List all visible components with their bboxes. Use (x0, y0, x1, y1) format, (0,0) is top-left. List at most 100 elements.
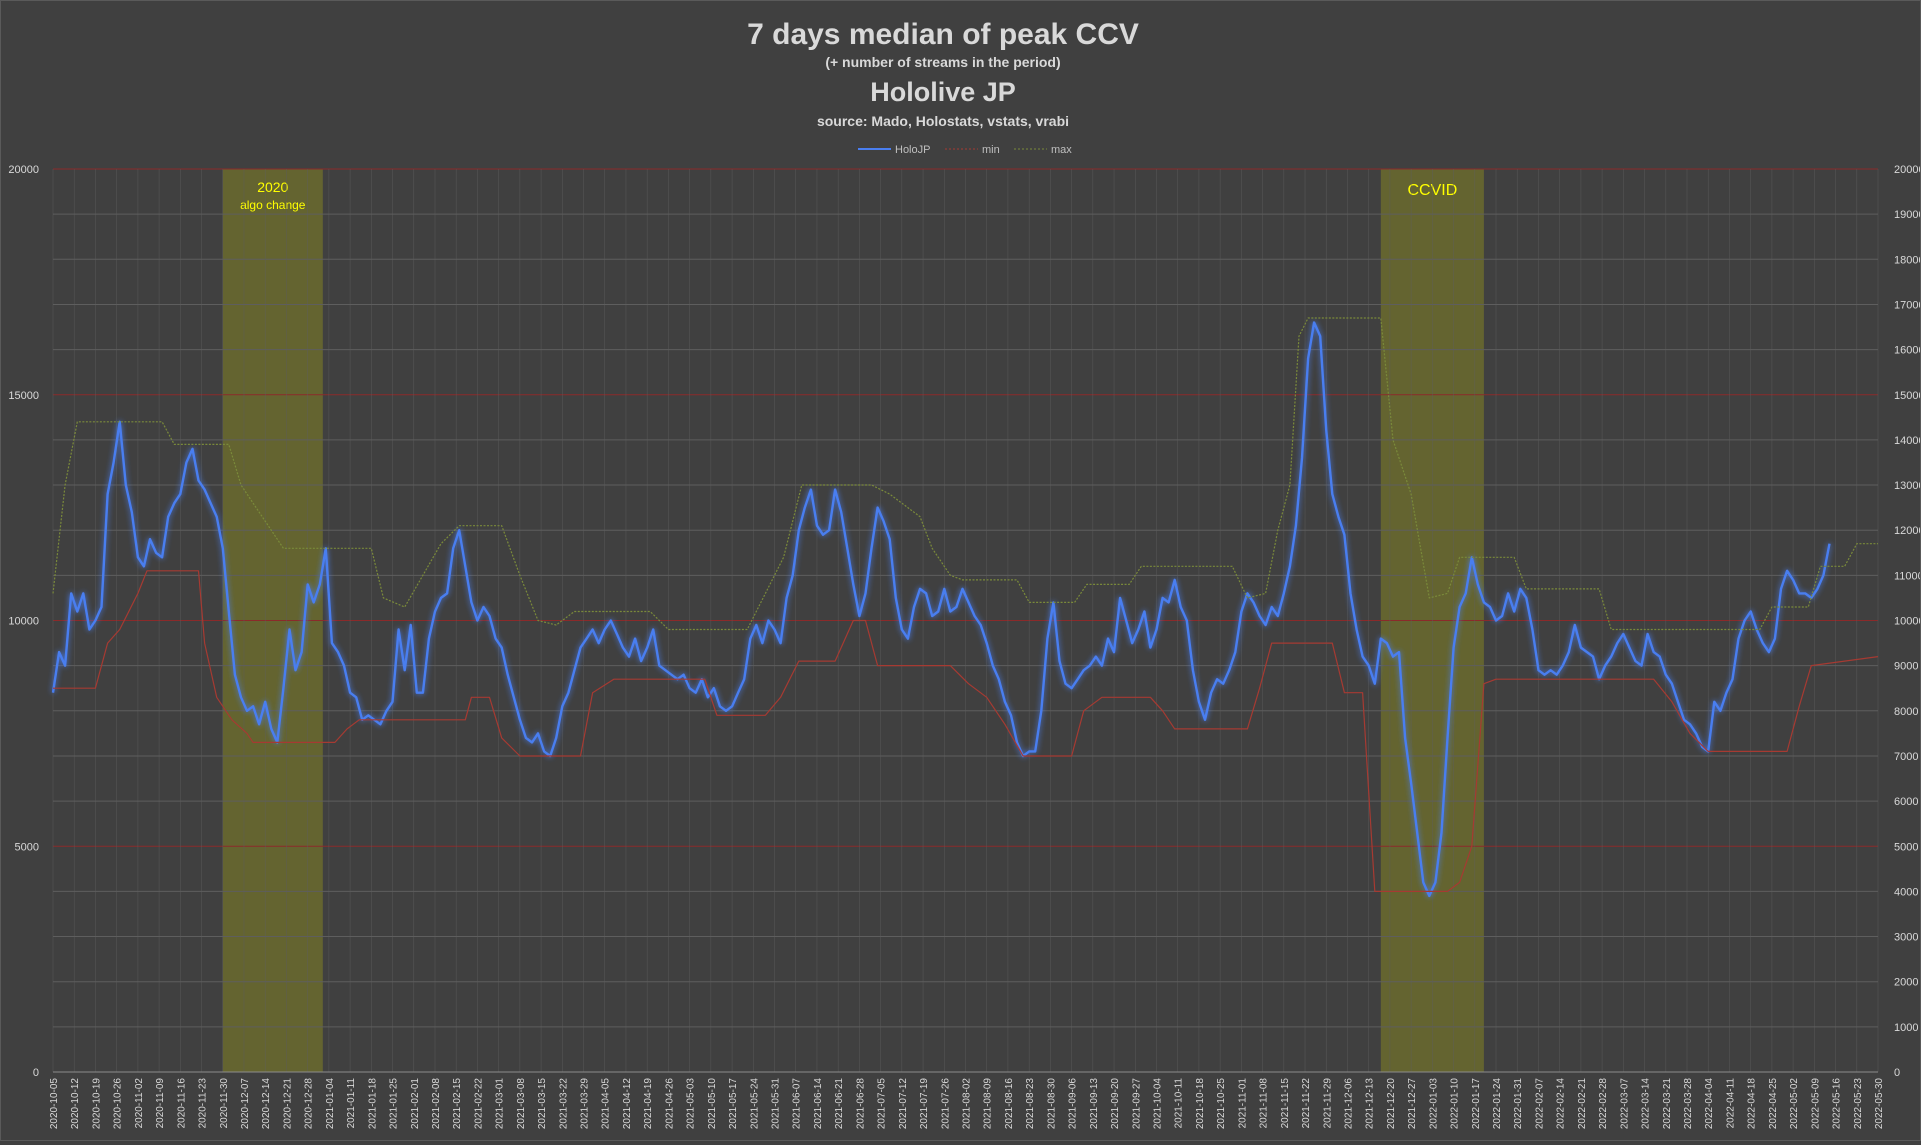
y-tick-label-right: 17000 (1894, 299, 1920, 311)
x-tick-label: 2021-02-08 (431, 1078, 442, 1130)
y-tick-label-right: 19000 (1894, 209, 1920, 221)
y-tick-label-right: 1000 (1894, 1022, 1918, 1034)
x-tick-label: 2021-08-30 (1046, 1078, 1057, 1130)
chart-source: source: Mado, Holostats, vstats, vrabi (817, 113, 1069, 129)
x-tick-label: 2021-10-11 (1174, 1078, 1185, 1129)
x-tick-label: 2022-02-07 (1534, 1078, 1545, 1130)
y-tick-label-right: 5000 (1894, 841, 1918, 853)
x-tick-label: 2021-08-16 (1004, 1078, 1015, 1130)
x-tick-label: 2021-06-14 (813, 1078, 824, 1130)
x-tick-label: 2020-11-16 (176, 1078, 187, 1129)
band-sublabel: algo change (240, 198, 306, 212)
y-tick-label-right: 20000 (1894, 164, 1920, 176)
x-tick-label: 2020-12-07 (240, 1078, 251, 1130)
x-tick-label: 2021-04-12 (622, 1078, 633, 1130)
x-tick-label: 2021-11-22 (1301, 1078, 1312, 1129)
x-tick-label: 2021-03-08 (516, 1078, 527, 1130)
x-tick-label: 2021-04-26 (664, 1078, 675, 1130)
x-tick-label: 2021-02-01 (410, 1078, 421, 1130)
x-tick-label: 2021-06-28 (855, 1078, 866, 1130)
y-tick-label-right: 4000 (1894, 886, 1918, 898)
axes: 0 5000 10000 15000 20000 0 1000 2000 3000 4000 500… (8, 164, 1921, 1130)
x-tick-label: 2021-12-06 (1343, 1078, 1354, 1130)
x-tick-label: 2021-06-07 (792, 1078, 803, 1130)
y-tick-label-right: 6000 (1894, 796, 1918, 808)
x-tick-label: 2021-10-25 (1216, 1078, 1227, 1130)
x-tick-label: 2022-03-14 (1641, 1078, 1652, 1130)
x-tick-label: 2020-11-30 (219, 1078, 230, 1129)
x-tick-label: 2021-11-01 (1237, 1078, 1248, 1129)
x-tick-label: 2021-05-31 (771, 1078, 782, 1130)
x-tick-label: 2022-04-11 (1725, 1078, 1736, 1129)
x-tick-label: 2022-05-09 (1810, 1078, 1821, 1130)
x-tick-label: 2021-12-13 (1365, 1078, 1376, 1130)
x-tick-label: 2021-06-21 (834, 1078, 845, 1130)
y-tick-label-right: 7000 (1894, 751, 1918, 763)
x-tick-label: 2020-10-19 (91, 1078, 102, 1130)
x-tick-label: 2021-09-13 (1089, 1078, 1100, 1130)
x-tick-label: 2020-11-02 (134, 1078, 145, 1129)
x-tick-label: 2021-09-20 (1110, 1078, 1121, 1130)
x-tick-label: 2021-07-19 (919, 1078, 930, 1130)
series-line-holojp (51, 321, 1831, 898)
y-tick-label-left: 20000 (8, 164, 39, 176)
y-tick-label-left: 0 (33, 1067, 39, 1079)
x-tick-label: 2021-08-23 (1025, 1078, 1036, 1130)
x-tick-label: 2022-01-03 (1428, 1078, 1439, 1130)
x-tick-label: 2021-01-04 (325, 1078, 336, 1130)
x-tick-label: 2021-10-18 (1195, 1078, 1206, 1130)
y-tick-label-left: 10000 (8, 616, 39, 628)
x-tick-label: 2022-03-28 (1683, 1078, 1694, 1130)
y-tick-label-right: 18000 (1894, 254, 1920, 266)
gridlines (52, 168, 1879, 1073)
x-tick-label: 2021-05-03 (686, 1078, 697, 1130)
x-tick-label: 2021-02-15 (452, 1078, 463, 1130)
y-tick-label-right: 10000 (1894, 616, 1920, 628)
x-tick-label: 2021-08-09 (983, 1078, 994, 1130)
chart-title: 7 days median of peak CCV (747, 18, 1139, 51)
x-tick-label: 2021-03-15 (537, 1078, 548, 1130)
x-tick-label: 2020-11-23 (198, 1078, 209, 1129)
x-tick-label: 2021-03-29 (580, 1078, 591, 1130)
x-tick-label: 2020-12-14 (261, 1078, 272, 1130)
x-tick-label: 2022-05-30 (1874, 1078, 1885, 1130)
x-tick-label: 2020-10-26 (113, 1078, 124, 1130)
legend-label-holojp: HoloJP (895, 144, 930, 156)
y-tick-label-right: 12000 (1894, 525, 1920, 537)
x-tick-label: 2021-11-29 (1322, 1078, 1333, 1129)
x-tick-label: 2022-01-17 (1471, 1078, 1482, 1130)
x-tick-label: 2021-09-06 (1068, 1078, 1079, 1130)
x-tick-label: 2022-01-24 (1492, 1078, 1503, 1130)
x-tick-label: 2022-03-21 (1662, 1078, 1673, 1130)
y-tick-label-right: 2000 (1894, 977, 1918, 989)
x-tick-label: 2021-12-20 (1386, 1078, 1397, 1130)
band-label: 2020 (257, 179, 288, 195)
x-tick-label: 2022-02-14 (1556, 1078, 1567, 1130)
x-tick-label: 2021-10-04 (1152, 1078, 1163, 1130)
x-tick-label: 2021-11-15 (1280, 1078, 1291, 1129)
x-tick-label: 2021-01-18 (367, 1078, 378, 1130)
x-tick-label: 2020-11-09 (155, 1078, 166, 1129)
series-lines (51, 317, 1879, 898)
x-tick-label: 2020-10-05 (49, 1078, 60, 1130)
x-tick-label: 2022-02-21 (1577, 1078, 1588, 1130)
x-tick-label: 2021-05-17 (728, 1078, 739, 1130)
x-tick-label: 2022-04-04 (1704, 1078, 1715, 1130)
x-tick-label: 2021-07-26 (940, 1078, 951, 1130)
chart-subtitle: (+ number of streams in the period) (825, 54, 1060, 70)
x-tick-label: 2020-10-12 (70, 1078, 81, 1130)
x-tick-label: 2022-05-02 (1789, 1078, 1800, 1130)
chart-title-secondary: Hololive JP (870, 77, 1016, 107)
x-tick-label: 2021-03-01 (495, 1078, 506, 1130)
x-tick-label: 2021-08-02 (962, 1078, 973, 1130)
y-tick-label-right: 0 (1894, 1067, 1900, 1079)
y-tick-label-right: 11000 (1894, 570, 1920, 582)
x-tick-label: 2021-04-19 (643, 1078, 654, 1130)
x-tick-label: 2022-05-23 (1853, 1078, 1864, 1130)
x-tick-label: 2021-04-05 (601, 1078, 612, 1130)
x-tick-label: 2021-09-27 (1131, 1078, 1142, 1130)
x-tick-label: 2020-12-21 (282, 1078, 293, 1130)
y-tick-label-right: 13000 (1894, 480, 1920, 492)
x-tick-label: 2021-01-11 (346, 1078, 357, 1129)
legend-label-max: max (1051, 144, 1072, 156)
